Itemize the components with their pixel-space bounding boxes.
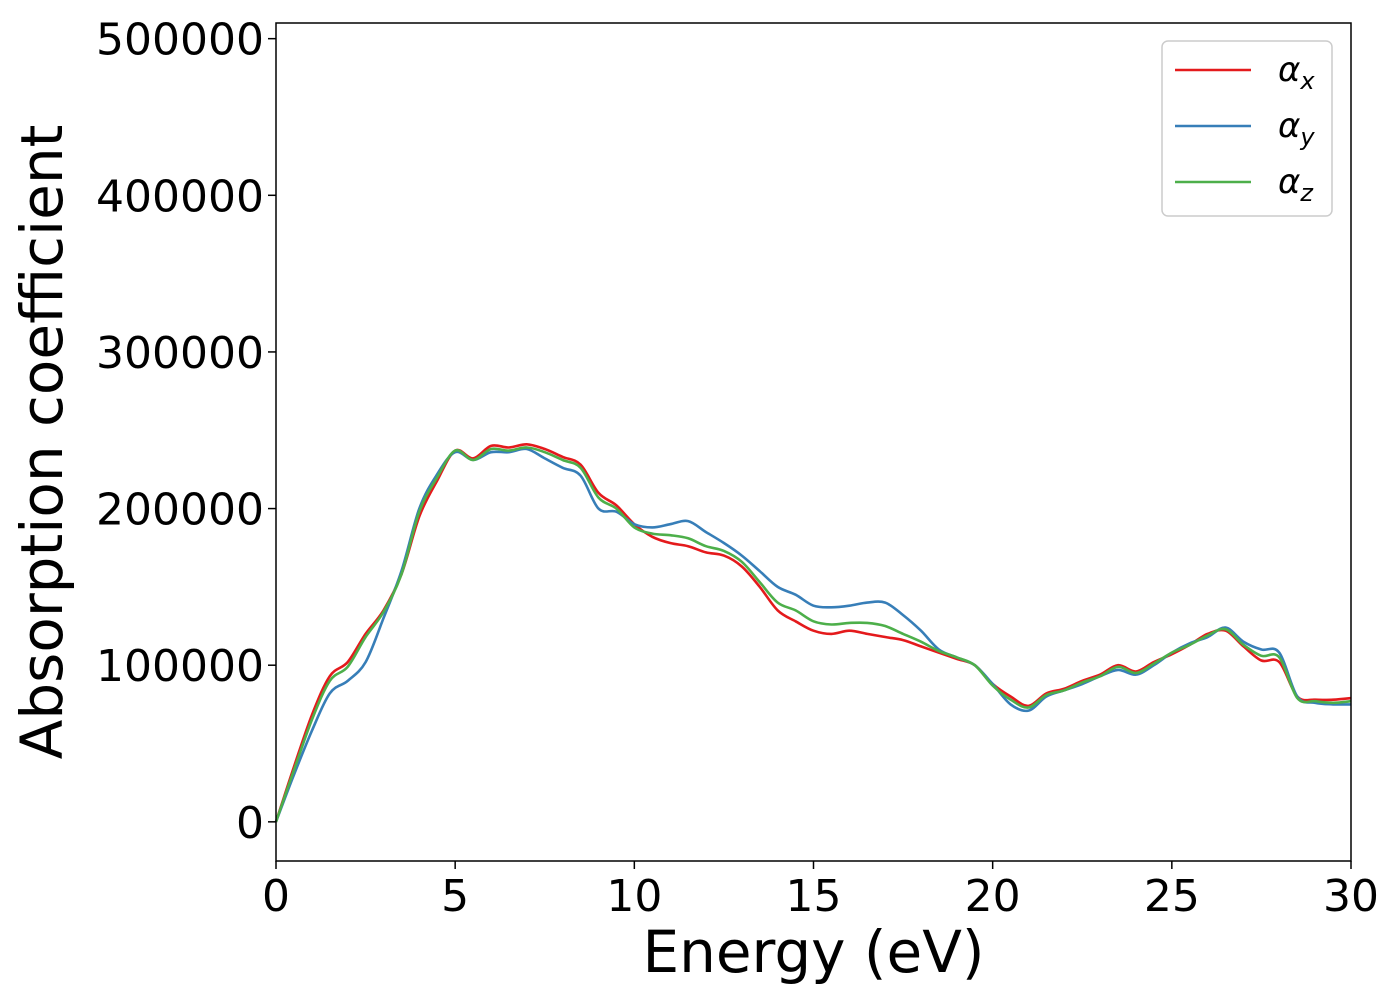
legend-label-base: α <box>1278 162 1300 202</box>
legend-label-y: αy <box>1278 106 1315 151</box>
series-line-z <box>274 446 1352 823</box>
y-tick-label: 100000 <box>96 641 264 692</box>
x-tick-label: 15 <box>786 871 842 922</box>
y-tick-label: 300000 <box>96 328 264 379</box>
legend-label-subscript: y <box>1299 123 1315 151</box>
legend-label-x: αx <box>1278 50 1315 95</box>
legend-label-base: α <box>1278 50 1300 90</box>
x-tick-label: 5 <box>441 871 469 922</box>
legend-label-z: αz <box>1278 162 1314 207</box>
x-tick-label: 30 <box>1323 871 1379 922</box>
legend-label-base: α <box>1278 106 1300 146</box>
x-axis-ticks: 0 5 10 15 20 25 30 <box>262 861 1379 922</box>
x-tick-label: 0 <box>262 871 290 922</box>
x-axis-label: Energy (eV) <box>642 918 984 986</box>
y-tick-label: 400000 <box>96 171 264 222</box>
y-tick-label: 0 <box>236 798 264 849</box>
legend-label-subscript: x <box>1299 67 1315 95</box>
y-tick-label: 500000 <box>96 15 264 66</box>
y-tick-label: 200000 <box>96 485 264 536</box>
x-tick-label: 20 <box>965 871 1021 922</box>
series-lines <box>274 443 1352 823</box>
series-line-y <box>274 447 1352 823</box>
y-axis-ticks: 0 100000 200000 300000 400000 500000 <box>96 15 276 849</box>
x-tick-label: 10 <box>606 871 662 922</box>
legend-box <box>1161 40 1333 217</box>
x-tick-label: 25 <box>1144 871 1200 922</box>
legend-label-subscript: z <box>1299 179 1314 207</box>
series-line-x <box>274 443 1352 823</box>
y-axis-label: Absorption coefficient <box>8 125 76 760</box>
